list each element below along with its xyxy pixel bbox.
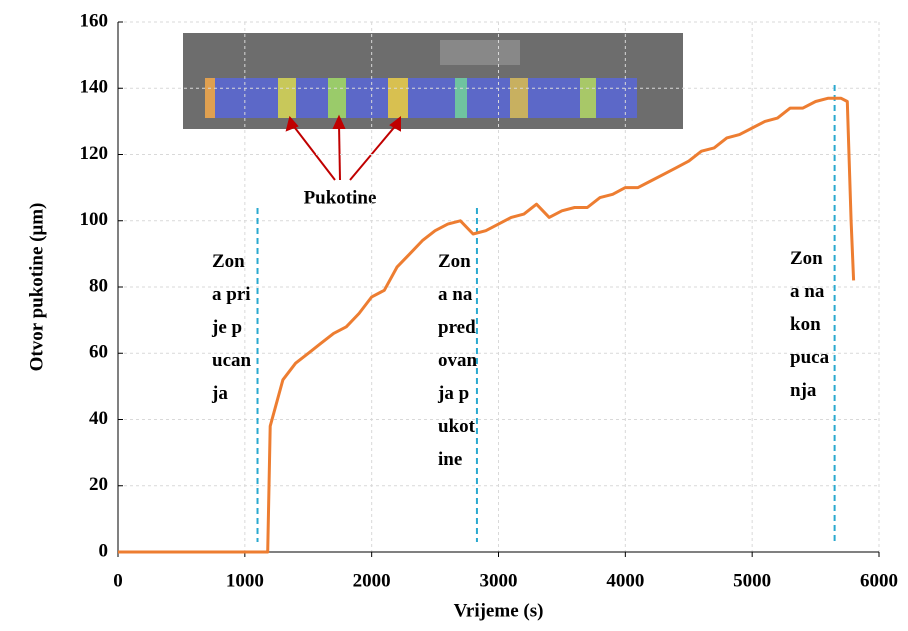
x-tick-label: 4000 <box>606 570 644 591</box>
y-tick-label: 80 <box>89 275 108 296</box>
zone-label: Zona nakon pucanja <box>790 248 830 401</box>
arrows <box>285 114 401 181</box>
inset-image <box>183 33 683 129</box>
y-tick-label: 60 <box>89 342 108 363</box>
x-axis-title: Vrijeme (s) <box>454 600 544 621</box>
y-tick-label: 120 <box>80 143 109 164</box>
y-tick-label: 140 <box>80 77 109 98</box>
x-tick-label: 0 <box>113 570 123 591</box>
y-tick-label: 40 <box>89 408 108 429</box>
data-line <box>118 96 856 554</box>
zone-label: Zona prije pucanja <box>212 251 252 404</box>
x-tick-label: 6000 <box>860 570 898 591</box>
y-tick-label: 20 <box>89 474 108 495</box>
x-tick-label: 1000 <box>226 570 264 591</box>
inset-label: Pukotine <box>304 187 377 208</box>
y-tick-label: 160 <box>80 10 109 31</box>
x-tick-label: 2000 <box>353 570 391 591</box>
zone-label: Zona napredovanja pukotine <box>438 251 478 470</box>
y-tick-label: 100 <box>80 209 109 230</box>
y-tick-label: 0 <box>99 540 109 561</box>
y-axis-title: Otvor pukotine (μm) <box>26 203 47 372</box>
x-tick-label: 3000 <box>480 570 518 591</box>
x-tick-label: 5000 <box>733 570 771 591</box>
